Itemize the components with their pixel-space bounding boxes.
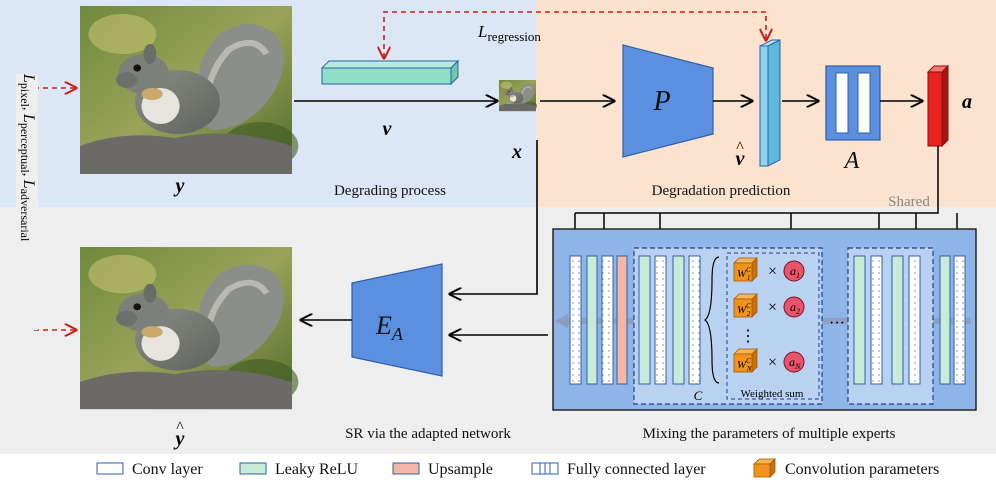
- regression-loss-arrow: [384, 11, 766, 58]
- degradation-vector-v: [320, 59, 460, 86]
- coefficient-a1: a1: [783, 260, 805, 282]
- predictor-network: P: [622, 44, 714, 158]
- svg-text:a2: a2: [790, 300, 800, 316]
- svg-text:Convolution parameters: Convolution parameters: [785, 461, 939, 478]
- times-1: ×: [768, 263, 777, 280]
- svg-text:A: A: [843, 148, 860, 174]
- expert-param-2: WC 2: [733, 293, 758, 318]
- caption-sr: SR via the adapted network: [345, 426, 511, 442]
- svg-text:EA: EA: [375, 311, 404, 344]
- regression-loss-label: Lregression: [477, 22, 541, 44]
- predicted-vector-v-hat: [759, 39, 781, 167]
- times-2: ×: [768, 299, 777, 316]
- svg-text:WC2: WC 2: [737, 302, 751, 318]
- times-n: ×: [768, 354, 777, 371]
- adapted-network-ea: EA: [351, 263, 443, 377]
- legend-leaky: Leaky ReLU: [239, 461, 359, 478]
- label-v-hat-hat: ^: [736, 139, 744, 156]
- svg-text:P: P: [652, 86, 670, 117]
- hr-image-y: [80, 6, 298, 174]
- arrow-x-to-ea: [450, 140, 538, 294]
- caption-degrading: Degrading process: [334, 183, 446, 199]
- legend-conv-params: Convolution parameters: [753, 458, 939, 478]
- legend: Conv layer Leaky ReLU Upsample Fully con…: [96, 458, 939, 478]
- legend-conv: Conv layer: [96, 461, 203, 478]
- expert-param-1: WC 1: [733, 257, 758, 282]
- label-y-hat: y: [174, 428, 185, 450]
- channel-label-c: C: [694, 388, 703, 403]
- experts-vertical-ellipsis: ⋮: [740, 328, 756, 345]
- mlp-network: A: [825, 65, 881, 174]
- weighted-sum-label: Weighted sum: [741, 388, 804, 400]
- svg-text:a1: a1: [790, 264, 800, 280]
- label-y: y: [174, 175, 185, 197]
- caption-prediction: Degradation prediction: [652, 183, 791, 199]
- mixing-panel: C Weighted sum WC 1 × a1 WC 2 × a2 ⋮: [552, 228, 977, 411]
- svg-text:Fully connected layer: Fully connected layer: [567, 461, 706, 478]
- svg-text:Upsample: Upsample: [428, 461, 493, 478]
- sr-image-y-hat: [80, 247, 298, 409]
- svg-text:aN: aN: [789, 355, 801, 371]
- svg-text:Conv layer: Conv layer: [132, 461, 203, 478]
- label-v-hat: v: [736, 148, 746, 170]
- label-a: a: [962, 91, 972, 113]
- coefficient-an: aN: [783, 351, 805, 373]
- expert-param-n: WC N: [733, 348, 758, 373]
- lr-image-x: [498, 79, 538, 112]
- label-v: v: [383, 118, 393, 140]
- svg-text:WCN: WC N: [737, 357, 752, 373]
- caption-mixing: Mixing the parameters of multiple expert…: [643, 426, 896, 442]
- coefficient-a2: a2: [783, 296, 805, 318]
- legend-upsample: Upsample: [392, 461, 493, 478]
- layers-ellipsis: ···: [829, 315, 845, 332]
- coefficient-vector-a: [926, 64, 950, 148]
- label-x: x: [511, 141, 522, 163]
- svg-text:WC1: WC 1: [737, 266, 751, 282]
- svg-text:Leaky ReLU: Leaky ReLU: [275, 461, 359, 478]
- side-loss-label: Lpixel, Lperceptual, Ladversarial: [18, 73, 37, 242]
- label-y-hat-hat: ^: [176, 419, 184, 436]
- shared-label: Shared: [888, 194, 930, 210]
- legend-fc: Fully connected layer: [531, 461, 706, 478]
